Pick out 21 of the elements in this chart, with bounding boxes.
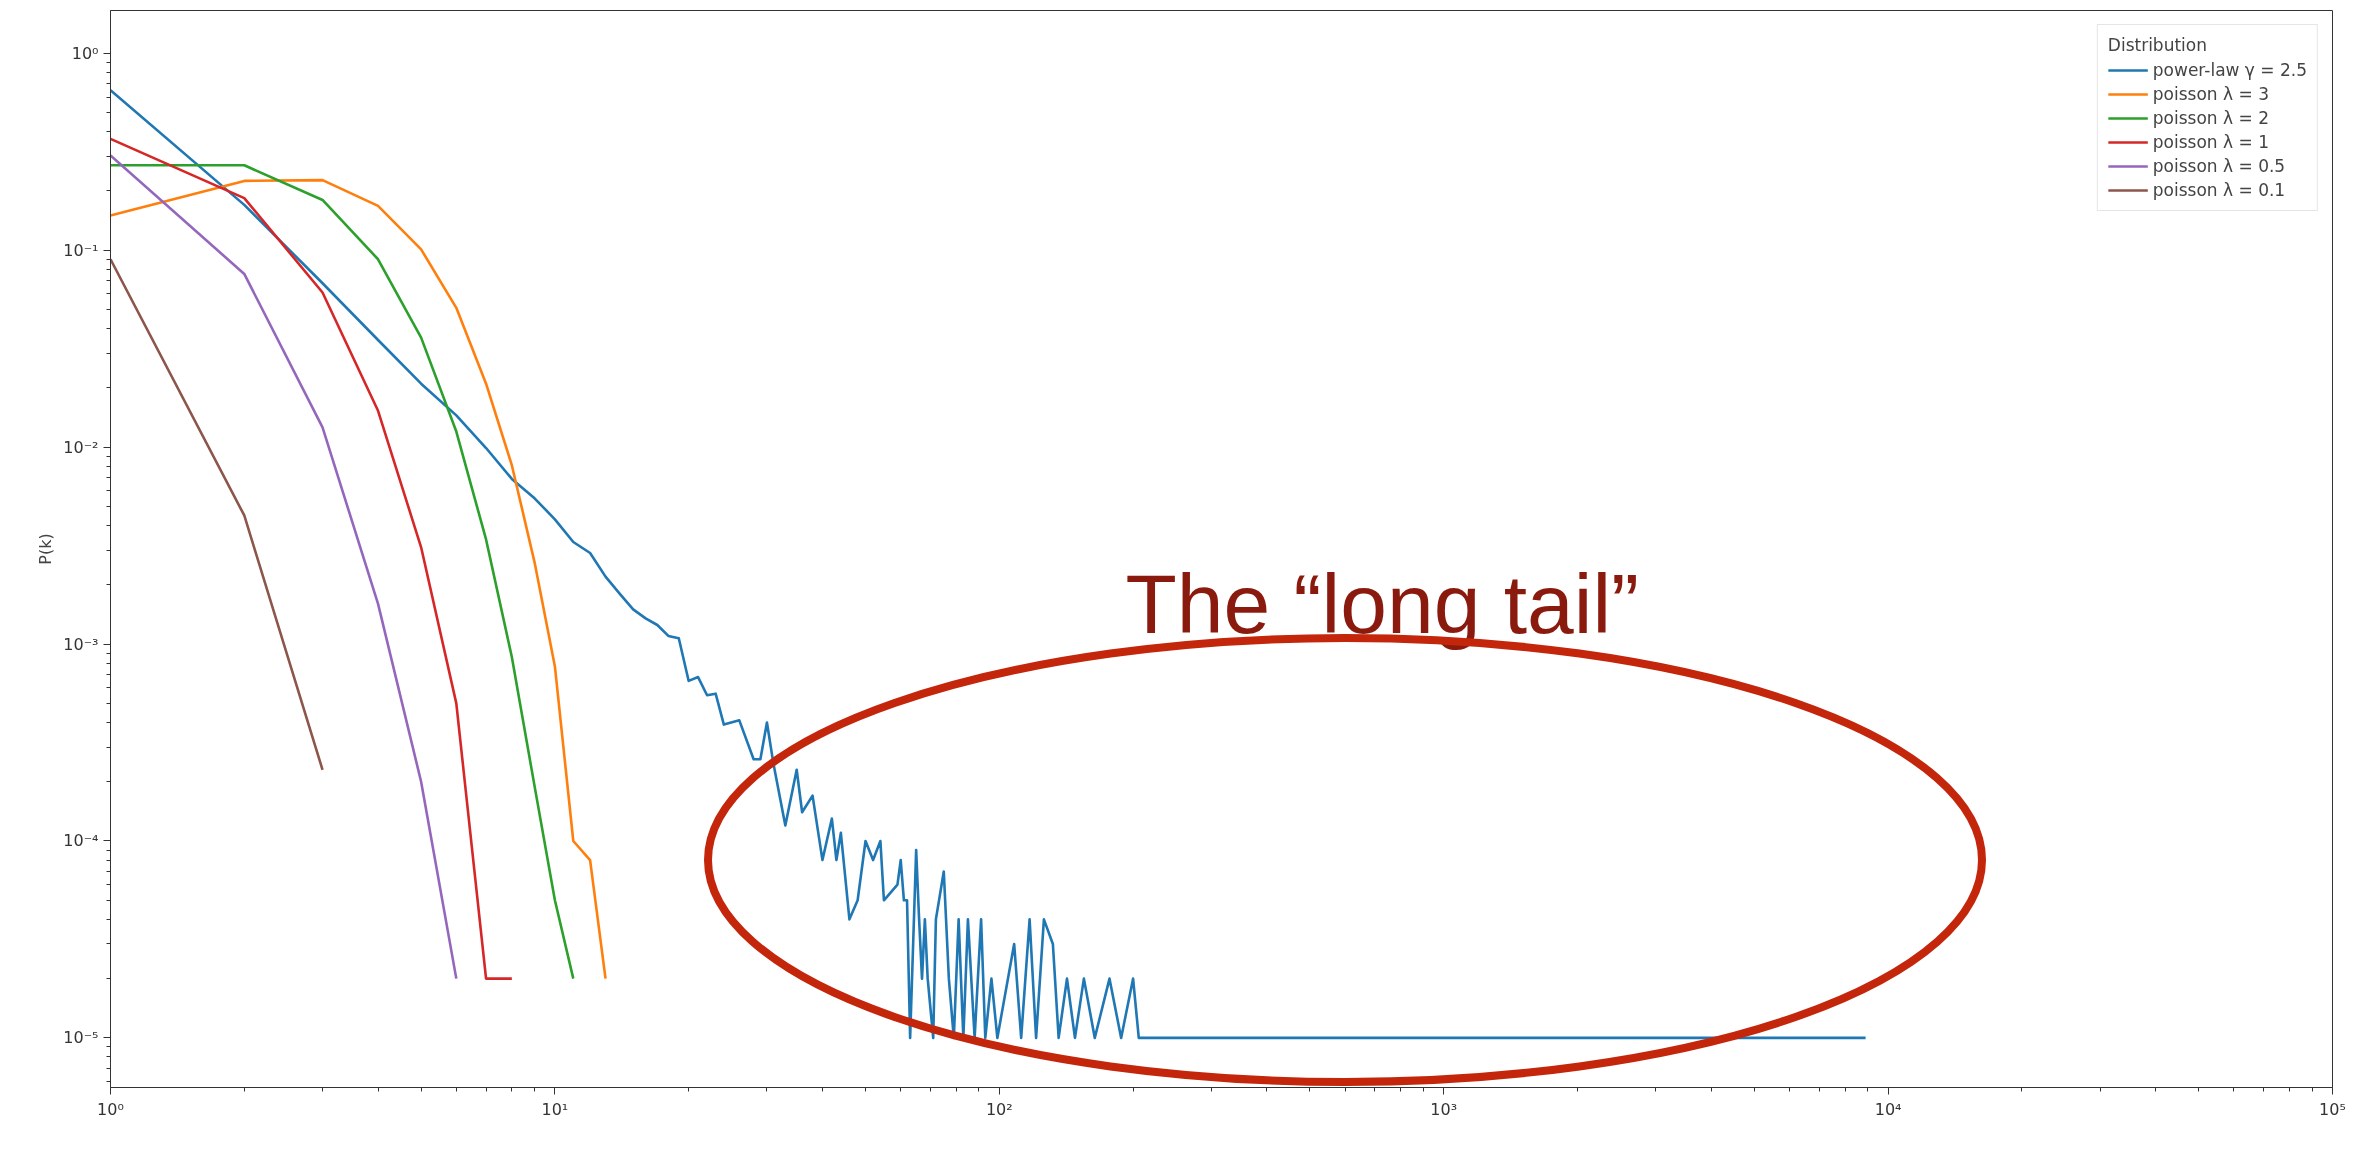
legend-title: Distribution xyxy=(2107,35,2208,55)
x-tick-label: 10¹ xyxy=(541,1099,569,1119)
legend-label: poisson λ = 3 xyxy=(2152,84,2269,104)
y-tick-label: 10⁻³ xyxy=(63,634,99,654)
x-tick-label: 10⁴ xyxy=(1874,1099,1902,1119)
legend-label: poisson λ = 2 xyxy=(2152,108,2269,128)
y-tick-label: 10⁻⁵ xyxy=(63,1028,99,1048)
y-axis-title: P(k) xyxy=(36,533,56,565)
y-tick-label: 10⁻¹ xyxy=(63,240,99,260)
y-tick-label: 10⁰ xyxy=(71,43,99,63)
annotation: The “long tail” xyxy=(1125,556,1640,651)
x-tick-label: 10⁰ xyxy=(97,1099,124,1119)
legend-label: poisson λ = 0.1 xyxy=(2152,180,2286,200)
legend-label: power-law γ = 2.5 xyxy=(2152,60,2307,80)
y-tick-label: 10⁻² xyxy=(63,437,99,457)
x-tick-label: 10³ xyxy=(1430,1099,1458,1119)
y-tick-label: 10⁻⁴ xyxy=(63,831,99,851)
x-tick-label: 10⁵ xyxy=(2319,1099,2346,1119)
legend-label: poisson λ = 1 xyxy=(2152,132,2269,152)
x-tick-label: 10² xyxy=(985,1099,1013,1119)
legend-label: poisson λ = 0.5 xyxy=(2152,156,2286,176)
